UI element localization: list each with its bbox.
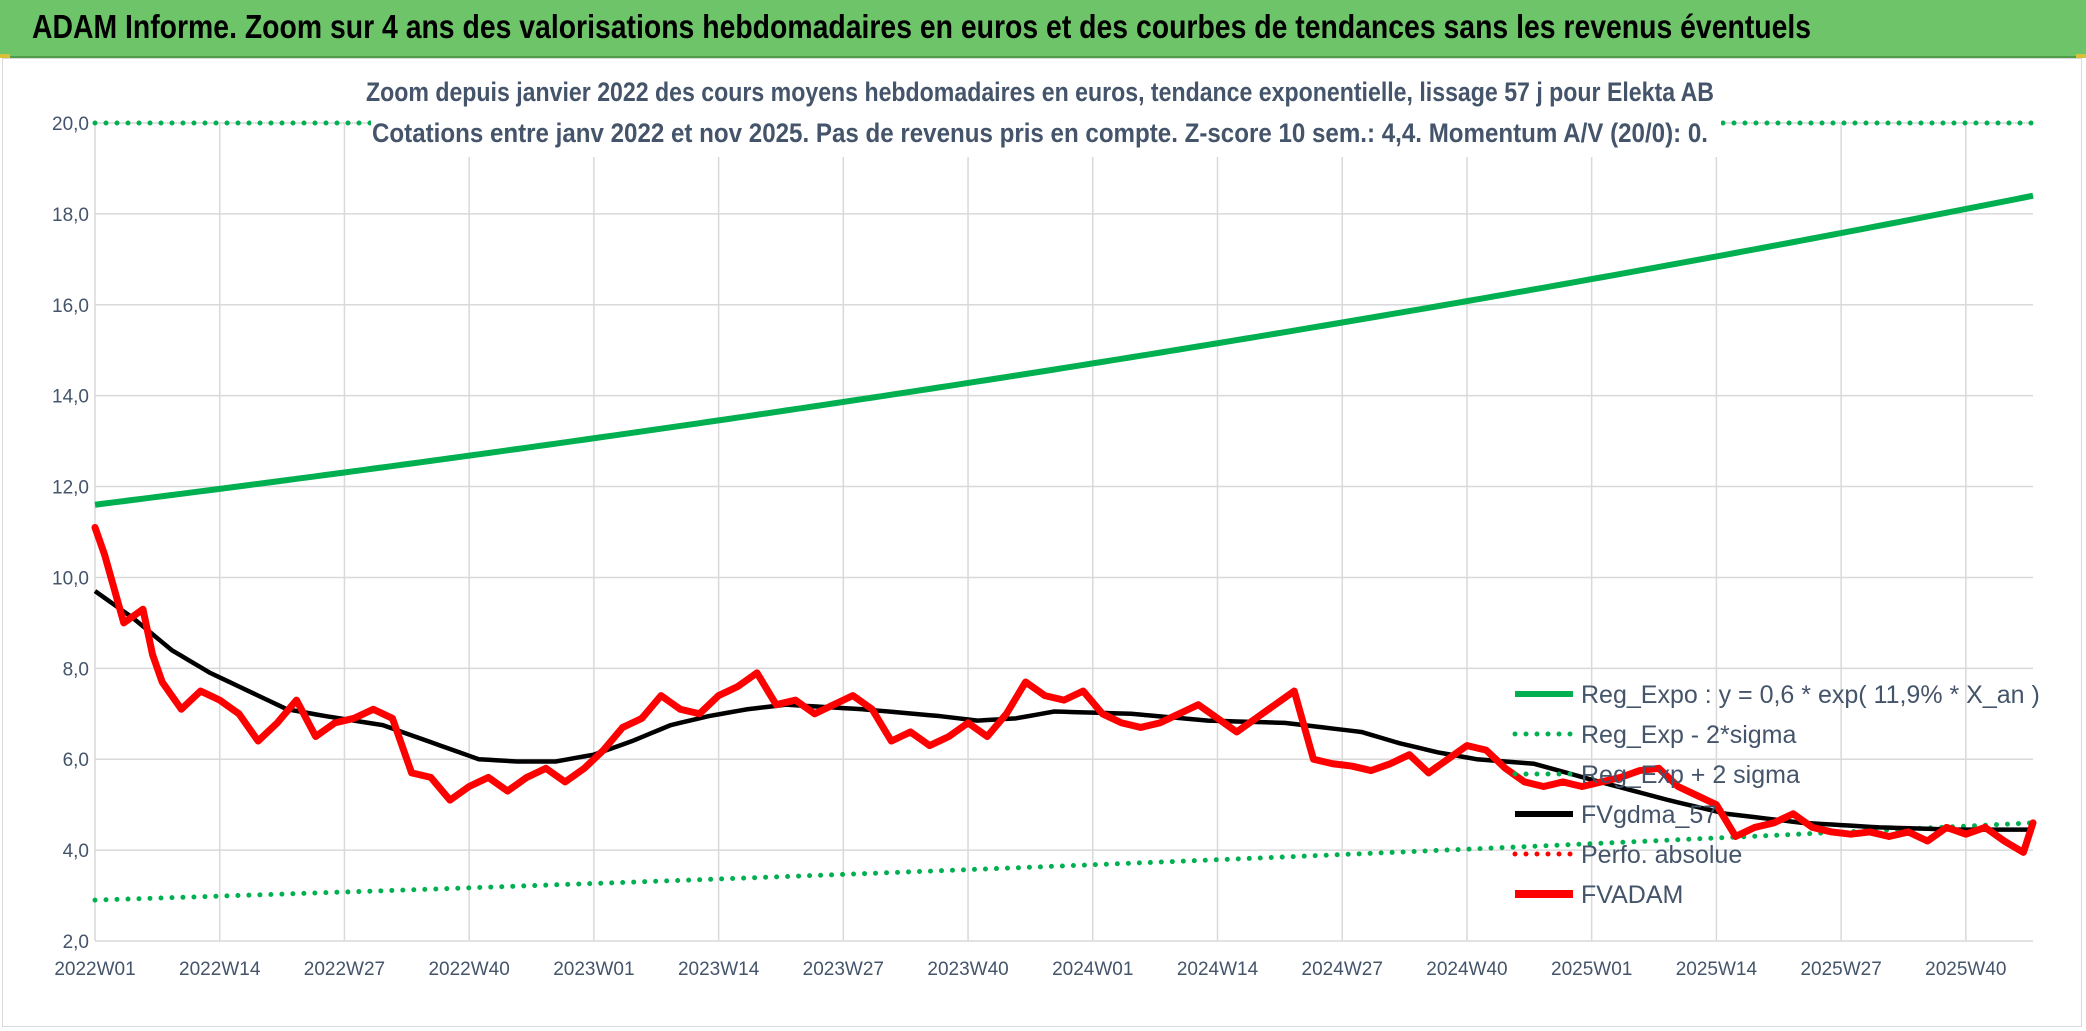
chart-area: Zoom depuis janvier 2022 des cours moyen… (2, 58, 2082, 1027)
x-tick-label: 2025W01 (1551, 959, 1632, 980)
legend-label-4: FVgdma_57 (1581, 801, 1717, 829)
series-fvadam (91, 523, 2037, 856)
y-tick-label: 20,0 (52, 114, 89, 135)
report-title: ADAM Informe. Zoom sur 4 ans des valoris… (32, 8, 1812, 45)
x-tick-label: 2023W27 (803, 959, 884, 980)
grid-lines (94, 122, 2033, 942)
x-tick-label: 2022W40 (428, 959, 509, 980)
y-tick-label: 18,0 (52, 205, 89, 226)
y-tick-label: 8,0 (63, 659, 89, 680)
corner-accent-left (0, 54, 10, 58)
y-tick-label: 6,0 (63, 750, 89, 771)
x-tick-label: 2024W40 (1426, 959, 1507, 980)
x-tick-label: 2023W01 (553, 959, 634, 980)
series-reg-exp-minus-2sigma (92, 820, 2036, 903)
x-tick-label: 2023W14 (678, 959, 760, 980)
x-tick-label: 2022W01 (54, 959, 135, 980)
corner-accent-right (2076, 54, 2086, 58)
y-tick-label: 16,0 (52, 296, 89, 317)
y-tick-label: 12,0 (52, 478, 89, 499)
line-chart: Zoom depuis janvier 2022 des cours moyen… (52, 71, 2040, 980)
y-tick-label: 10,0 (52, 568, 89, 589)
x-tick-label: 2024W01 (1052, 959, 1133, 980)
legend: Reg_Expo : y = 0,6 * exp( 11,9% * X_an )… (1512, 681, 2040, 909)
legend-label-2: Reg_Exp - 2*sigma (1581, 721, 1796, 749)
legend-label-6: FVADAM (1581, 881, 1683, 909)
x-tick-label: 2024W27 (1302, 959, 1383, 980)
legend-label-3: Reg_Exp + 2 sigma (1581, 761, 1800, 789)
chart-title-bg-1 (359, 71, 1721, 117)
x-tick-label: 2022W14 (179, 959, 261, 980)
y-tick-label: 14,0 (52, 387, 89, 408)
axis-ticks: 2,0 4,0 6,0 8,0 10,0 12,0 14,0 16,0 18,0 20,0 2022… (52, 114, 2006, 980)
legend-label-1: Reg_Expo : y = 0,6 * exp( 11,9% * X_an ) (1581, 681, 2040, 709)
chart-title: Zoom depuis janvier 2022 des cours moyen… (359, 71, 1721, 157)
report-header-banner: ADAM Informe. Zoom sur 4 ans des valoris… (0, 0, 2086, 58)
chart-title-line-2: Cotations entre janv 2022 et nov 2025. P… (372, 118, 1708, 148)
x-tick-label: 2025W14 (1676, 959, 1758, 980)
chart-title-bg-2 (371, 111, 1721, 157)
x-tick-label: 2025W27 (1800, 959, 1881, 980)
x-tick-label: 2023W40 (927, 959, 1008, 980)
y-tick-label: 2,0 (63, 932, 89, 953)
series-fvgdma-57 (93, 589, 2033, 832)
y-tick-label: 4,0 (63, 841, 89, 862)
series-reg-expo (94, 192, 2034, 508)
x-tick-label: 2022W27 (304, 959, 385, 980)
legend-label-5: Perfo. absolue (1581, 841, 1742, 869)
x-tick-label: 2024W14 (1177, 959, 1259, 980)
chart-title-line-1: Zoom depuis janvier 2022 des cours moyen… (366, 77, 1714, 107)
x-tick-label: 2025W40 (1925, 959, 2006, 980)
